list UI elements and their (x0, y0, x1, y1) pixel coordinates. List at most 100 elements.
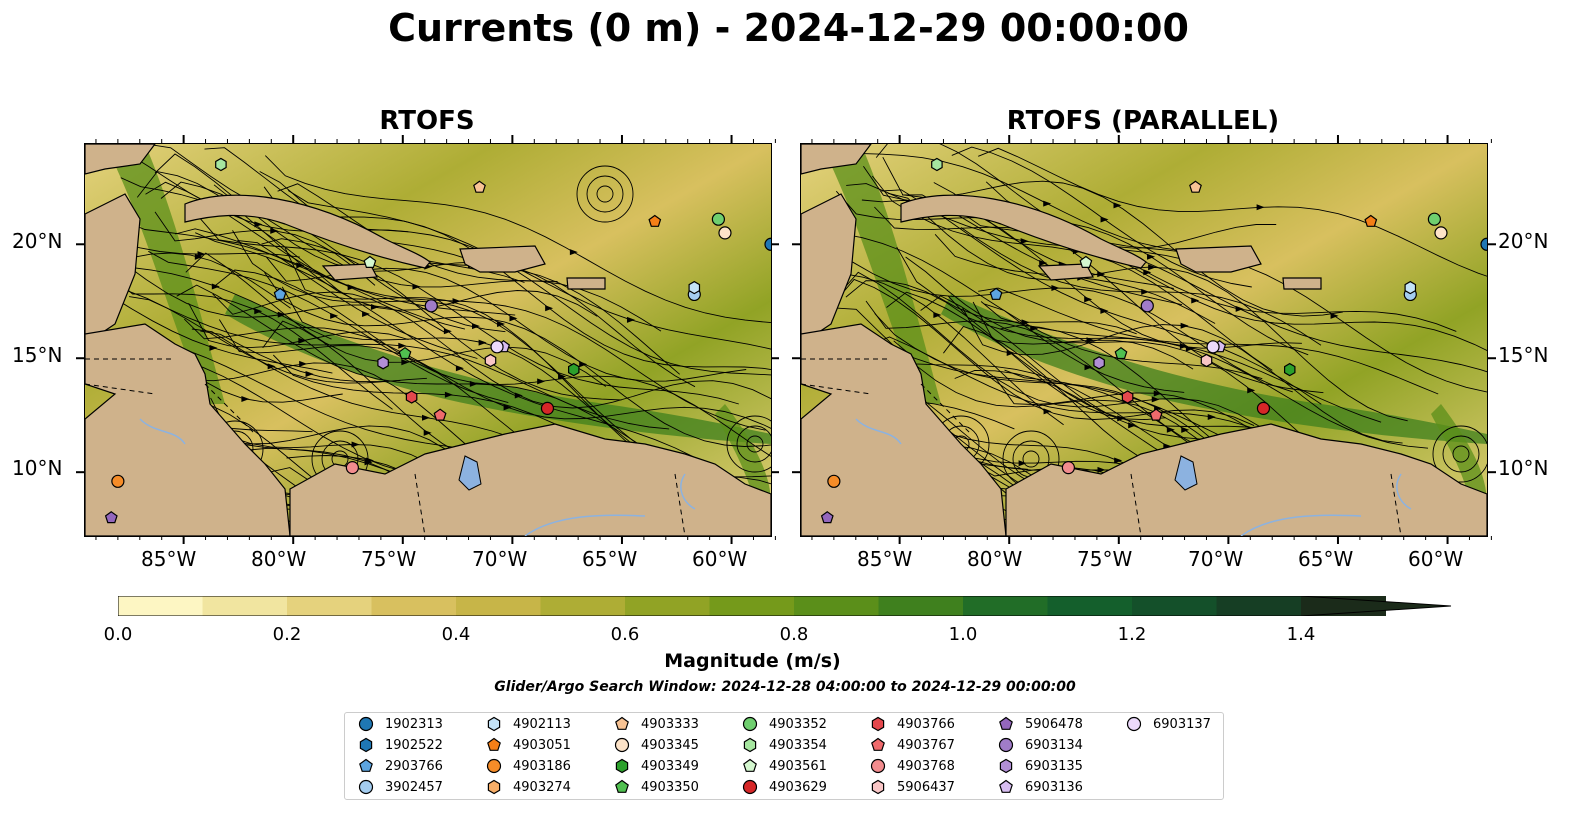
legend-label: 4903768 (897, 758, 955, 774)
legend-label: 4902113 (513, 716, 571, 732)
platform-marker-4903333 (1189, 180, 1202, 193)
hexagon-marker-icon (743, 737, 757, 753)
colorbar-tick-label: 0.6 (610, 624, 640, 645)
legend-label: 1902313 (385, 716, 443, 732)
hexagon-marker-icon (359, 737, 373, 753)
platform-marker-5906478 (820, 511, 834, 524)
legend-item-4903186: 4903186 (485, 757, 571, 775)
pentagon-marker-icon (743, 758, 757, 772)
yucatan-landmass (85, 193, 141, 345)
lat-tick-label: 20°N (1498, 229, 1549, 253)
lon-tick-label: 75°W (1077, 547, 1133, 571)
search-window-text: Glider/Argo Search Window: 2024-12-28 04… (494, 679, 1076, 695)
colorbar-bin (625, 596, 710, 616)
lon-tick-label: 80°W (967, 547, 1023, 571)
legend-label: 4903767 (897, 737, 955, 753)
cuba-landmass (900, 194, 1147, 269)
platform-marker-6903134 (1140, 299, 1154, 313)
lat-tick-label: 10°N (1498, 456, 1549, 480)
colorbar-bin (709, 596, 795, 616)
colorbar-tick-label: 0.8 (779, 624, 809, 645)
colorbar-bin (456, 596, 541, 616)
country-borders (85, 358, 686, 536)
platform-marker-4903349 (568, 362, 580, 377)
lake-maracaibo (458, 455, 482, 491)
platform-marker-4903354 (931, 157, 943, 172)
florida-landmass (85, 144, 156, 175)
platform-marker-5906478 (104, 511, 118, 524)
legend-label: 4903333 (641, 716, 699, 732)
circle-marker-icon (1126, 716, 1142, 732)
map-panel-rtofs-parallel (800, 143, 1488, 537)
platform-marker-4903766 (405, 390, 418, 404)
legend-label: 4903051 (513, 737, 571, 753)
legend-label: 4903345 (641, 737, 699, 753)
lat-tick-label: 15°N (12, 343, 63, 367)
legend-label: 6903135 (1025, 758, 1083, 774)
colorbar-tick-label: 0.2 (272, 624, 302, 645)
platform-marker-4903345 (1434, 226, 1448, 240)
colorbar-bin (878, 596, 964, 616)
legend-item-4903333: 4903333 (613, 715, 699, 733)
colorbar-bin (1216, 596, 1302, 616)
axis-ticks (76, 135, 1496, 544)
legend-item-4902113: 4902113 (485, 715, 571, 733)
legend-label: 6903134 (1025, 737, 1083, 753)
platform-marker-4903767 (1149, 408, 1163, 421)
pentagon-marker-icon (871, 737, 885, 751)
legend-label: 4903186 (513, 758, 571, 774)
legend-item-4903051: 4903051 (485, 736, 571, 754)
legend-label: 4903274 (513, 779, 571, 795)
circle-marker-icon (742, 779, 758, 795)
legend-label: 4903354 (769, 737, 827, 753)
legend-marker (742, 779, 758, 795)
colorbar-bin (540, 596, 626, 616)
lat-tick-label: 20°N (12, 229, 63, 253)
hexagon-marker-icon (871, 716, 885, 732)
legend-item-6903137: 6903137 (1125, 715, 1211, 733)
legend-label: 4903629 (769, 779, 827, 795)
jamaica-landmass (321, 263, 378, 281)
country-borders (801, 358, 1402, 536)
colorbar-bin (202, 596, 288, 616)
legend-marker (487, 779, 501, 795)
lon-tick-label: 70°W (472, 547, 528, 571)
platform-marker-4902113 (1404, 280, 1417, 295)
platform-marker-4903768 (345, 461, 359, 475)
platform-marker-4903352 (1427, 212, 1441, 226)
legend-item-1902313: 1902313 (357, 715, 443, 733)
south-america-landmass (1005, 423, 1487, 536)
colorbar-label: Magnitude (m/s) (664, 650, 841, 672)
legend-item-6903136: 6903136 (997, 778, 1083, 796)
lon-tick-label: 85°W (857, 547, 913, 571)
colorbar-tick-label: 1.0 (948, 624, 978, 645)
circle-marker-icon (742, 716, 758, 732)
legend-marker (358, 716, 374, 732)
legend-marker (358, 779, 374, 795)
panel-title-rtofs: RTOFS (379, 106, 475, 136)
colorbar-tick-label: 1.2 (1117, 624, 1147, 645)
pentagon-marker-icon (359, 758, 373, 772)
legend-item-4903350: 4903350 (613, 778, 699, 796)
platform-marker-6903137 (490, 340, 504, 354)
puerto-rico-landmass (566, 277, 606, 290)
platform-markers (820, 157, 1487, 524)
legend-marker (359, 737, 373, 753)
legend-label: 1902522 (385, 737, 443, 753)
legend-item-6903134: 6903134 (997, 736, 1083, 754)
platform-marker-4903352 (711, 212, 725, 226)
legend-label: 4903352 (769, 716, 827, 732)
platform-marker-4903561 (1079, 255, 1093, 269)
legend-item-2903766: 2903766 (357, 757, 443, 775)
map-panel-rtofs (84, 143, 772, 537)
lon-tick-label: 85°W (141, 547, 197, 571)
pentagon-marker-icon (615, 779, 629, 793)
platform-marker-6903135 (377, 356, 389, 370)
circle-marker-icon (358, 779, 374, 795)
legend-marker (743, 758, 757, 772)
hexagon-marker-icon (615, 758, 629, 774)
legend-item-4903354: 4903354 (741, 736, 827, 754)
land (801, 144, 1487, 536)
circle-marker-icon (614, 737, 630, 753)
legend-marker (871, 737, 885, 751)
